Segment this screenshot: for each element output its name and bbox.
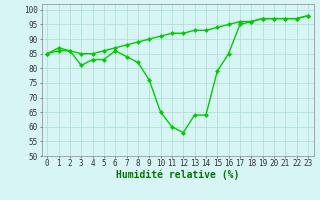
X-axis label: Humidité relative (%): Humidité relative (%)	[116, 170, 239, 180]
